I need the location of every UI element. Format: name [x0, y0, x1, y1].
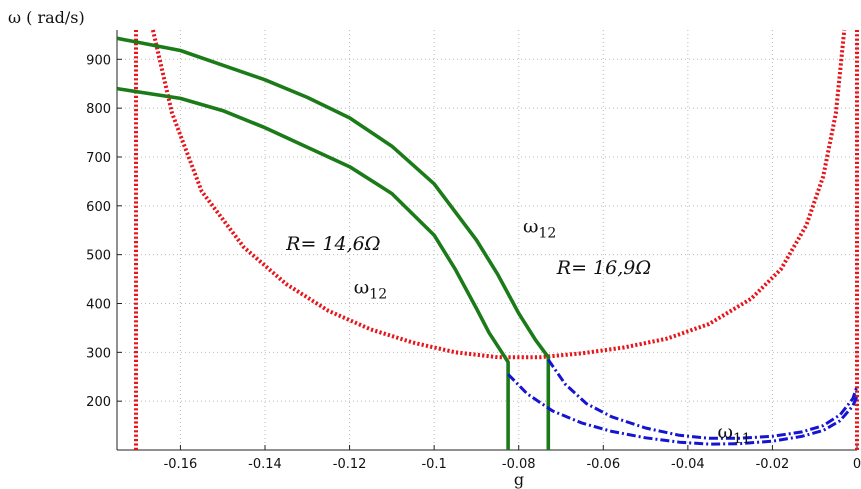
x-tick-label: -0.02 [756, 457, 790, 472]
series-line-4 [117, 86, 510, 450]
y-tick-label: 400 [86, 297, 111, 312]
annotation-1: R= 14,6Ω [285, 233, 380, 255]
x-tick-label: -0.06 [586, 457, 620, 472]
y-tick-label: 700 [86, 151, 111, 166]
series-group [117, 29, 859, 450]
series-line-6 [507, 373, 859, 446]
annotation-3: ω12 [523, 216, 556, 242]
y-tick-label: 600 [86, 200, 111, 215]
x-tick-label: -0.08 [502, 457, 536, 472]
y-axis-label: ω ( rad/s) [8, 8, 85, 27]
x-tick-label: -0.14 [248, 457, 282, 472]
annotation-2: ω12 [354, 277, 387, 303]
series-line-5 [117, 36, 551, 450]
y-tick-label: 800 [86, 102, 111, 117]
x-tick-label: -0.16 [164, 457, 198, 472]
series-line-7 [547, 358, 859, 440]
y-tick-label: 300 [86, 346, 111, 361]
plot-area-background [117, 30, 857, 450]
x-tick-label: -0.1 [421, 457, 446, 472]
axes: -0.16 -0.14 -0.12 -0.1 -0.08 -0.06 -0.04 -0.02 0… [86, 30, 861, 472]
annotation-5: ω11 [717, 421, 750, 447]
x-tick-label: -0.12 [333, 457, 367, 472]
x-tick-label: -0.04 [671, 457, 705, 472]
grid [117, 30, 858, 450]
y-tick-label: 500 [86, 249, 111, 264]
x-axis-label: g [514, 470, 524, 489]
y-tick-label: 200 [86, 395, 111, 410]
x-tick-label: 0 [853, 457, 861, 472]
series-line-2 [150, 29, 847, 360]
annotation-4: R= 16,9Ω [556, 257, 651, 279]
y-tick-label: 900 [86, 53, 111, 68]
